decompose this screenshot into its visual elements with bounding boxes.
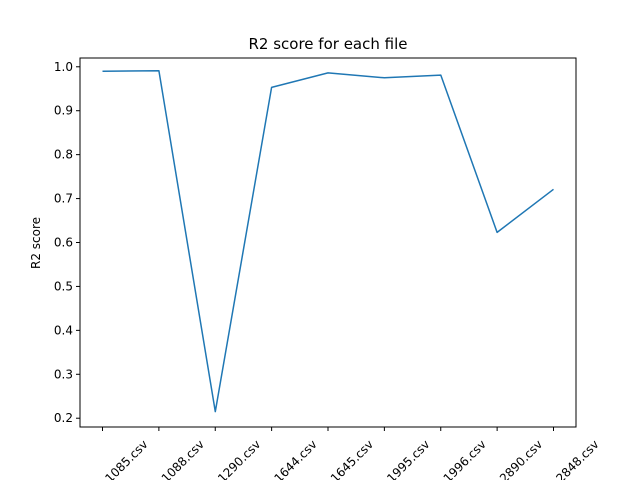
- y-tick-label: 0.9: [54, 104, 73, 118]
- chart-title: R2 score for each file: [249, 35, 408, 53]
- series-line: [102, 69, 554, 413]
- x-tick-label: 2848.csv: [553, 437, 601, 480]
- x-tick-label: 1290.csv: [215, 437, 263, 480]
- axes-frame: [79, 57, 577, 428]
- x-tick-label: 1085.csv: [102, 437, 150, 480]
- y-tick-label: 0.6: [54, 236, 73, 250]
- plot-area: 0.2 0.3 0.4 0.5 0.6 0.7 0.8 0.9 1.0 1085.csv 1088.…: [54, 60, 602, 480]
- y-tick-label: 0.4: [54, 323, 73, 337]
- x-tick-label: 1645.csv: [328, 437, 376, 480]
- x-tick-label: 2890.csv: [497, 437, 545, 480]
- x-tick-label: 1995.csv: [384, 437, 432, 480]
- y-tick-label: 0.2: [54, 411, 73, 425]
- y-tick-label: 0.8: [54, 148, 73, 162]
- y-tick-label: 0.3: [54, 367, 73, 381]
- y-tick-label: 1.0: [54, 60, 73, 74]
- y-tick-label: 0.7: [54, 192, 73, 206]
- y-tick-label: 0.5: [54, 279, 73, 293]
- x-tick-label: 1644.csv: [271, 437, 319, 480]
- x-tick-label: 1996.csv: [441, 437, 489, 480]
- y-axis-label: R2 score: [29, 217, 43, 269]
- x-tick-label: 1088.csv: [159, 437, 207, 480]
